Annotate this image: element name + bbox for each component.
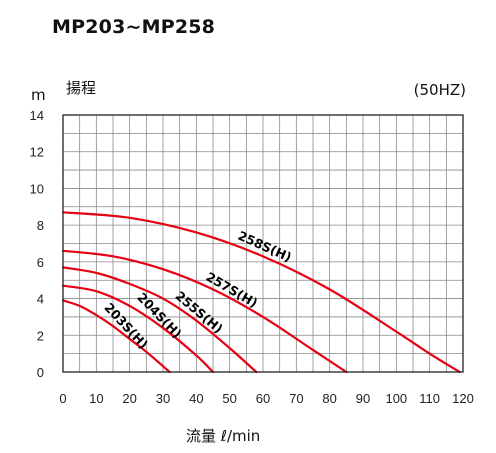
curves: 258S(H)257S(H)255S(H)204S(H)203S(H) (61, 211, 461, 374)
x-tick-label: 50 (222, 391, 236, 406)
y-unit-label: m (31, 86, 46, 104)
grid (62, 114, 464, 373)
x-tick-label: 60 (256, 391, 270, 406)
curve-204sh (61, 284, 215, 374)
x-tick-label: 80 (322, 391, 336, 406)
series-label: 258S(H) (236, 228, 294, 265)
axes: 0 10 20 30 40 50 60 70 80 90 100 110 120 0 2 4 6 8 10 12 14 (30, 108, 474, 406)
x-tick-label: 10 (89, 391, 103, 406)
y-tick-label: 8 (37, 218, 44, 233)
x-tick-label: 30 (156, 391, 170, 406)
curve-255sh (61, 266, 258, 374)
y-tick-label: 6 (37, 255, 44, 270)
y-tick-label: 10 (30, 181, 44, 196)
frequency-note: (50HZ) (414, 81, 466, 99)
plot-frame (62, 114, 464, 373)
x-tick-label: 70 (289, 391, 303, 406)
chart-title: MP203~MP258 (52, 16, 216, 38)
y-axis-label: 揚程 (66, 79, 96, 97)
x-tick-label: 110 (419, 391, 440, 406)
x-tick-label: 40 (189, 391, 203, 406)
x-tick-label: 90 (356, 391, 370, 406)
labels: m 揚程 (50HZ) 流量 ℓ/min (31, 79, 466, 445)
y-tick-label: 0 (37, 365, 44, 380)
x-tick-label: 0 (59, 391, 66, 406)
x-axis-label: 流量 ℓ/min (186, 427, 260, 445)
curve-258sh (61, 211, 461, 374)
x-tick-label: 100 (385, 391, 407, 406)
y-tick-label: 2 (37, 328, 44, 343)
curve-203sh (61, 299, 171, 374)
y-tick-label: 4 (37, 292, 44, 307)
curve-257sh (61, 249, 348, 374)
y-tick-label: 12 (30, 145, 44, 160)
x-tick-label: 120 (452, 391, 474, 406)
x-tick-label: 20 (122, 391, 136, 406)
y-tick-label: 14 (30, 108, 44, 123)
